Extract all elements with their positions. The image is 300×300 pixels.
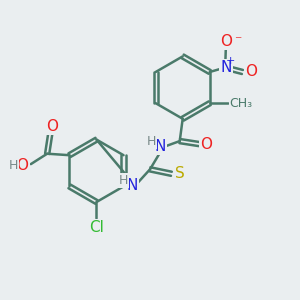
Text: H: H (147, 135, 156, 148)
Text: +: + (226, 56, 235, 66)
Text: Cl: Cl (89, 220, 104, 235)
Text: O: O (220, 34, 232, 49)
Text: O: O (200, 136, 212, 152)
Text: CH₃: CH₃ (230, 97, 253, 110)
Text: N: N (155, 139, 166, 154)
Text: O: O (46, 118, 58, 134)
Text: O: O (245, 64, 257, 80)
Text: N: N (127, 178, 138, 193)
Text: H: H (118, 174, 128, 187)
Text: S: S (175, 166, 184, 181)
Text: N: N (220, 60, 232, 75)
Text: H: H (8, 159, 18, 172)
Text: ⁻: ⁻ (234, 34, 241, 48)
Text: O: O (16, 158, 28, 173)
